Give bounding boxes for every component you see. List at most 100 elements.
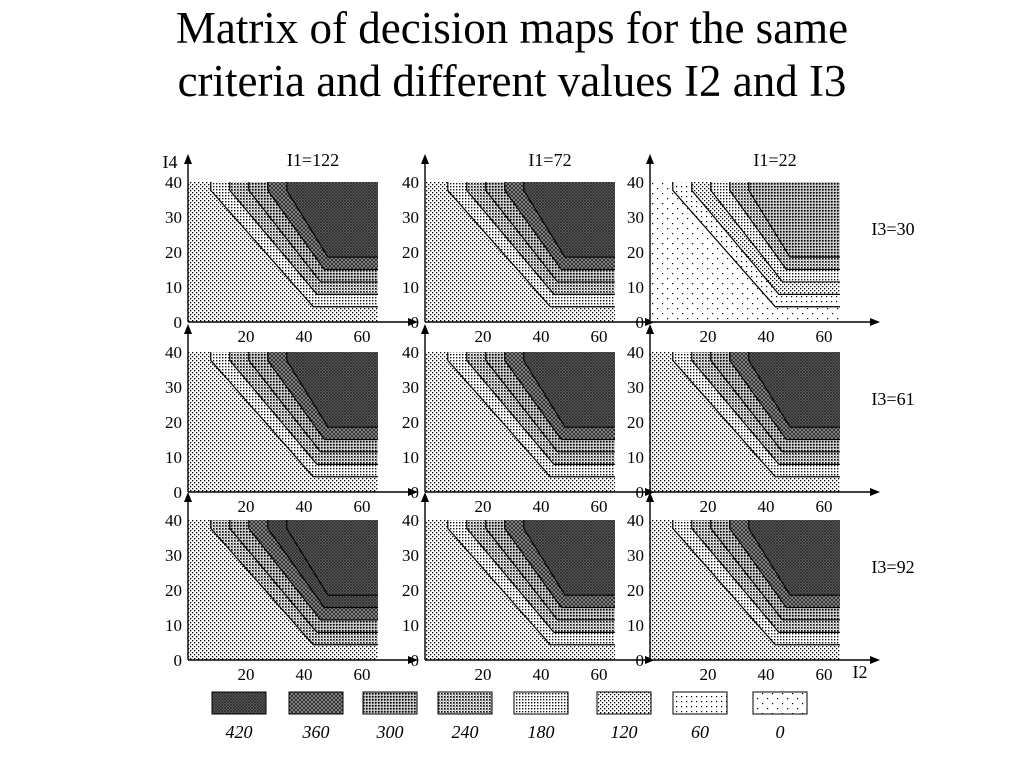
- legend-swatch: [596, 691, 652, 715]
- y-axis-arrow: [646, 154, 654, 164]
- y-axis-title: I4: [163, 152, 178, 172]
- contour-line: [710, 352, 840, 453]
- y-axis-arrow: [421, 492, 429, 502]
- y-tick-label: 20: [627, 243, 644, 262]
- decision-map-panel: 0 10 20 30 40 20 40 60: [402, 492, 655, 684]
- y-tick-label: 40: [165, 173, 182, 192]
- contour-line: [248, 182, 378, 283]
- x-axis-arrow: [408, 656, 418, 664]
- y-tick-label: 10: [165, 616, 182, 635]
- y-tick-label: 20: [402, 413, 419, 432]
- contour-line: [691, 520, 840, 633]
- y-tick-label: 30: [165, 208, 182, 227]
- contour-line: [447, 520, 615, 646]
- row-label: I3=30: [871, 219, 914, 239]
- x-tick-label: 40: [296, 497, 313, 516]
- y-tick-label: 40: [627, 343, 644, 362]
- x-tick-label: 40: [533, 497, 550, 516]
- x-axis-arrow: [870, 318, 880, 326]
- y-tick-label: 30: [627, 378, 644, 397]
- decision-map-panel: 0 10 20 30 40 20 40 60: [627, 324, 880, 516]
- legend-swatch: [672, 691, 728, 715]
- x-tick-label: 60: [354, 327, 371, 346]
- legend-label: 0: [776, 722, 785, 742]
- contour-line: [748, 182, 840, 258]
- x-tick-label: 40: [758, 665, 775, 684]
- x-tick-label: 20: [700, 327, 717, 346]
- contour-line: [248, 352, 378, 453]
- legend-swatch: [513, 691, 569, 715]
- contour-line: [710, 182, 840, 283]
- x-tick-label: 40: [533, 327, 550, 346]
- contour-line: [210, 352, 378, 478]
- y-tick-label: 40: [165, 343, 182, 362]
- legend-swatch: [288, 691, 344, 715]
- x-tick-label: 40: [296, 327, 313, 346]
- contour-line: [286, 520, 378, 596]
- contour-line: [691, 182, 840, 295]
- contour-line: [466, 520, 615, 633]
- legend-item: 300: [362, 691, 418, 742]
- contour-line: [286, 352, 378, 428]
- column-header: I1=122: [287, 150, 339, 170]
- x-tick-label: 60: [591, 497, 608, 516]
- decision-map-panel: 0 10 20 30 40 20 40 60: [165, 492, 418, 684]
- y-axis-arrow: [646, 492, 654, 502]
- y-tick-label: 10: [402, 278, 419, 297]
- contour-line: [485, 520, 615, 621]
- decision-map-panel: 0 10 20 30 40 20 40 60: [627, 492, 880, 684]
- legend: 420 360 300 240 180 120 60 0: [211, 691, 808, 742]
- x-axis-arrow: [870, 656, 880, 664]
- contour-line: [466, 182, 615, 295]
- decision-map-panel: 0 10 20 30 40 20 40 60: [402, 154, 655, 346]
- x-tick-label: 60: [816, 327, 833, 346]
- legend-swatch: [211, 691, 267, 715]
- y-tick-label: 30: [402, 378, 419, 397]
- y-tick-label: 20: [165, 413, 182, 432]
- y-tick-label: 20: [165, 243, 182, 262]
- legend-label: 300: [376, 722, 404, 742]
- y-tick-label: 10: [402, 616, 419, 635]
- row-label: I3=92: [871, 557, 914, 577]
- legend-label: 60: [691, 722, 709, 742]
- contour-line: [729, 520, 840, 609]
- x-tick-label: 20: [238, 497, 255, 516]
- y-tick-label: 0: [174, 651, 183, 670]
- slide-title: Matrix of decision maps for the same cri…: [0, 2, 1024, 108]
- decision-map-panel: 0 10 20 30 40 20 40 60: [165, 324, 418, 516]
- x-tick-label: 60: [591, 665, 608, 684]
- y-tick-label: 10: [627, 616, 644, 635]
- y-tick-label: 30: [402, 208, 419, 227]
- contour-line: [210, 520, 378, 646]
- y-tick-label: 0: [411, 313, 420, 332]
- y-tick-label: 30: [402, 546, 419, 565]
- x-axis-title: I2: [853, 662, 868, 682]
- x-axis-arrow: [408, 488, 418, 496]
- y-axis-arrow: [421, 324, 429, 334]
- contour-line: [523, 182, 615, 258]
- legend-label: 360: [302, 722, 330, 742]
- contour-line: [504, 520, 615, 609]
- y-tick-label: 30: [627, 208, 644, 227]
- x-axis-arrow: [408, 318, 418, 326]
- decision-map-panel: 0 10 20 30 40 20 40 60: [165, 154, 418, 346]
- y-axis-arrow: [184, 154, 192, 164]
- legend-swatch: [362, 691, 418, 715]
- y-tick-label: 30: [165, 378, 182, 397]
- contour-line: [672, 182, 840, 308]
- y-tick-label: 30: [627, 546, 644, 565]
- y-axis-arrow: [646, 324, 654, 334]
- title-line-2: criteria and different values I2 and I3: [177, 56, 847, 106]
- contour-line: [729, 182, 840, 271]
- y-tick-label: 0: [174, 313, 183, 332]
- contour-line: [210, 182, 378, 308]
- legend-label: 240: [452, 722, 479, 742]
- x-tick-label: 60: [354, 497, 371, 516]
- contour-line: [286, 182, 378, 258]
- y-axis-arrow: [184, 324, 192, 334]
- column-header: I1=72: [528, 150, 571, 170]
- x-tick-label: 40: [758, 327, 775, 346]
- legend-label: 420: [226, 722, 253, 742]
- x-axis-arrow: [870, 488, 880, 496]
- legend-label: 180: [528, 722, 555, 742]
